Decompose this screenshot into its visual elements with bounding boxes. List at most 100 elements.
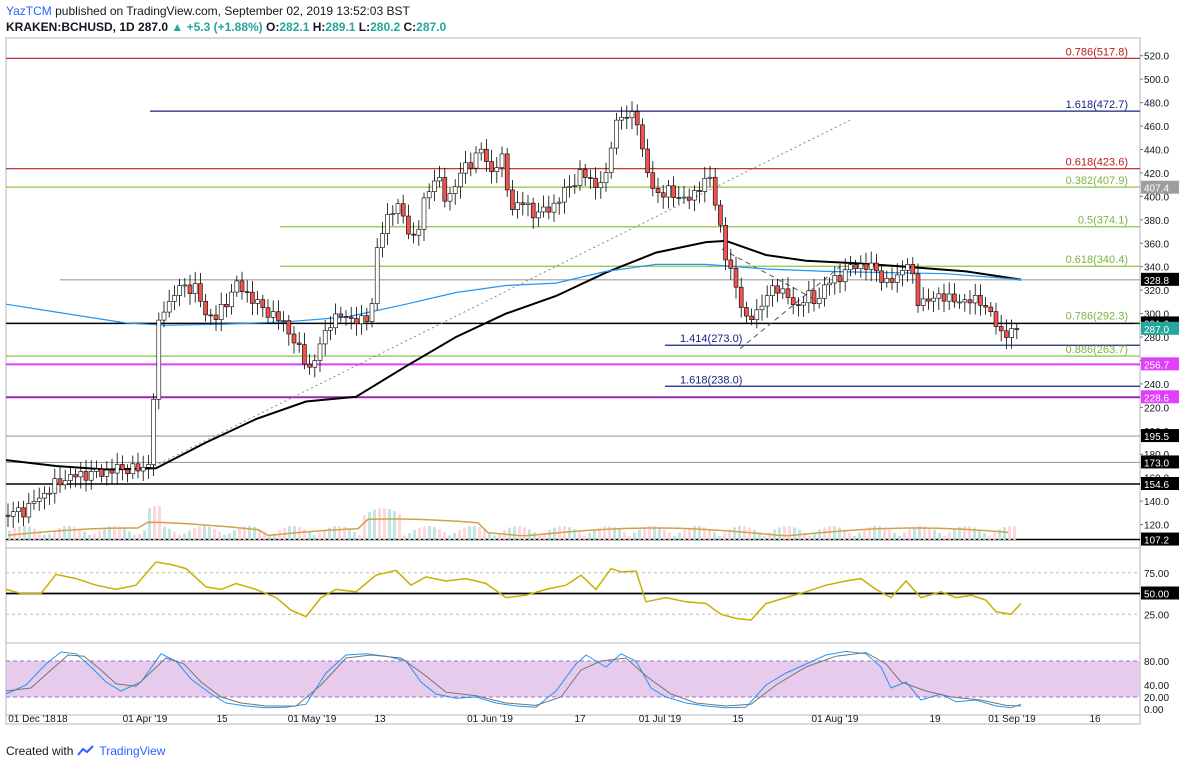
price-tag-label: 256.7 xyxy=(1144,360,1169,371)
author-link[interactable]: YazTCM xyxy=(6,4,52,18)
candle-up xyxy=(598,182,604,188)
volume-bar xyxy=(123,528,126,540)
candle-up xyxy=(369,303,375,322)
volume-bar xyxy=(663,529,666,540)
candle-up xyxy=(702,178,708,192)
volume-bar xyxy=(93,533,96,540)
candle-up xyxy=(140,467,146,472)
volume-bar xyxy=(778,527,781,540)
volume-bar xyxy=(858,532,861,540)
price-tag-label: 195.5 xyxy=(1144,432,1169,443)
volume-bar xyxy=(418,527,421,540)
candle-down xyxy=(660,192,666,198)
candle-up xyxy=(759,305,765,311)
volume-bar xyxy=(943,535,946,540)
candle-up xyxy=(905,264,910,271)
candle-up xyxy=(31,501,37,504)
candle-up xyxy=(114,464,120,474)
candle-down xyxy=(135,463,141,472)
candle-up xyxy=(47,492,52,495)
candle-up xyxy=(494,167,500,173)
volume-bar xyxy=(228,533,231,540)
candle-down xyxy=(530,202,536,219)
candle-down xyxy=(853,264,858,269)
candle-up xyxy=(94,468,99,472)
candle-up xyxy=(177,285,182,296)
candle-up xyxy=(380,233,385,248)
volume-bar xyxy=(983,532,986,540)
volume-bar xyxy=(648,526,651,540)
candle-up xyxy=(868,262,874,270)
last-price: 287.0 xyxy=(138,20,169,34)
candle-down xyxy=(260,299,266,308)
volume-bar xyxy=(63,526,66,540)
candle-down xyxy=(874,262,879,272)
y-tick-label: 400.0 xyxy=(1144,192,1169,203)
volume-bar xyxy=(413,530,416,540)
candle-up xyxy=(447,193,453,202)
candle-down xyxy=(400,203,406,217)
volume-bar xyxy=(248,526,251,540)
candle-down xyxy=(926,298,931,302)
volume-bar xyxy=(853,535,856,540)
price-change: +5.3 (+1.88%) xyxy=(186,20,263,34)
volume-bar xyxy=(468,526,471,540)
volume-bar xyxy=(618,529,621,540)
volume-bar xyxy=(363,515,366,540)
candle-down xyxy=(73,474,78,478)
volume-bar xyxy=(118,526,121,540)
candle-down xyxy=(57,478,63,486)
candle-down xyxy=(286,320,292,335)
candle-up xyxy=(848,264,853,271)
volume-bar xyxy=(298,526,301,540)
volume-bar xyxy=(543,532,546,540)
volume-bar xyxy=(878,526,881,540)
candle-down xyxy=(624,116,630,119)
candle-up xyxy=(151,398,156,465)
volume-bar xyxy=(803,532,806,540)
candle-down xyxy=(988,306,994,313)
y-tick-label: 300.0 xyxy=(1144,310,1169,321)
price-tag xyxy=(1141,357,1179,371)
volume-bar xyxy=(1013,526,1016,540)
volume-bar xyxy=(593,529,596,540)
y-tick-label: 460.0 xyxy=(1144,122,1169,133)
volume-bar xyxy=(318,533,321,540)
volume-bar xyxy=(673,535,676,540)
price-tag xyxy=(1141,180,1179,194)
y-tick-label: 280.0 xyxy=(1144,333,1169,344)
volume-bar xyxy=(678,532,681,540)
candle-down xyxy=(712,176,718,206)
candle-down xyxy=(265,307,271,318)
volume-bar xyxy=(928,527,931,540)
price-tag-label: 328.8 xyxy=(1144,276,1169,287)
candle-up xyxy=(270,311,276,318)
stoch-tick-label: 40.00 xyxy=(1144,681,1169,692)
volume-bar xyxy=(988,535,991,540)
volume-bar xyxy=(688,527,691,540)
volume-bar xyxy=(568,527,571,540)
volume-bar xyxy=(813,532,816,540)
candle-up xyxy=(556,201,562,204)
volume-bar xyxy=(913,527,916,540)
candle-down xyxy=(510,189,515,210)
high-value: 289.1 xyxy=(325,20,356,34)
candle-up xyxy=(328,327,333,331)
tradingview-brand[interactable]: TradingView xyxy=(99,744,166,758)
candle-up xyxy=(608,147,614,173)
volume-bar xyxy=(708,529,711,540)
volume-bar xyxy=(768,532,771,540)
volume-bar xyxy=(73,526,76,540)
rsi-tick-label: 75.00 xyxy=(1144,569,1169,580)
volume-bar xyxy=(903,532,906,540)
volume-bar xyxy=(143,530,146,540)
x-tick-label: 01 May '19 xyxy=(288,714,337,725)
candle-down xyxy=(489,161,494,173)
candle-down xyxy=(697,190,702,192)
volume-bar xyxy=(408,533,411,540)
level-label: 0.886(263.7) xyxy=(1066,344,1128,356)
candle-down xyxy=(655,188,661,194)
candle-up xyxy=(962,299,968,303)
stoch-band xyxy=(6,661,1140,697)
